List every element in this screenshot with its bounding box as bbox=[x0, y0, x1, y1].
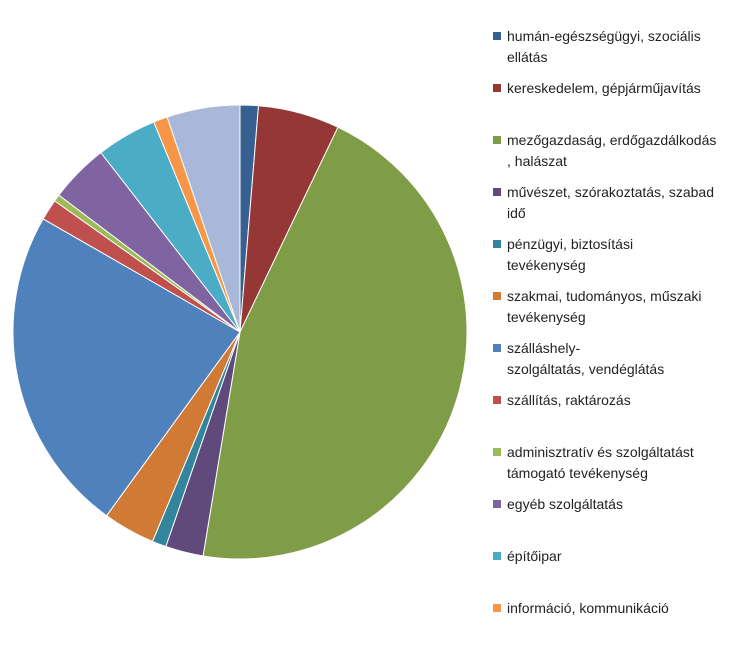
legend-label: pénzügyi, biztosítási tevékenység bbox=[507, 236, 634, 273]
legend-swatch bbox=[493, 292, 501, 300]
legend-item: humán-egészségügyi, szociális ellátás bbox=[493, 26, 743, 68]
legend-swatch bbox=[493, 344, 501, 352]
legend-label: adminisztratív és szolgáltatást támogató… bbox=[507, 444, 694, 481]
legend-swatch bbox=[493, 84, 501, 92]
legend-swatch bbox=[493, 396, 501, 404]
legend-label: művészet, szórakoztatás, szabad idő bbox=[507, 184, 714, 221]
legend-swatch bbox=[493, 500, 501, 508]
legend-swatch bbox=[493, 552, 501, 560]
legend-label: szálláshely- szolgáltatás, vendéglátás bbox=[507, 340, 665, 377]
legend-swatch bbox=[493, 32, 501, 40]
chart-legend: humán-egészségügyi, szociális ellátás ker… bbox=[493, 0, 746, 647]
pie-chart bbox=[12, 104, 468, 560]
legend-label: humán-egészségügyi, szociális ellátás bbox=[507, 28, 701, 65]
legend-item: mezőgazdaság, erdőgazdálkodás , halászat bbox=[493, 130, 743, 172]
legend-item: szakmai, tudományos, műszaki tevékenység bbox=[493, 286, 743, 328]
legend-label: mezőgazdaság, erdőgazdálkodás , halászat bbox=[507, 132, 717, 169]
legend-swatch bbox=[493, 448, 501, 456]
legend-swatch bbox=[493, 604, 501, 612]
legend-item: kereskedelem, gépjárműjavítás bbox=[493, 78, 743, 99]
legend-item: építőipar bbox=[493, 546, 743, 567]
legend-label: információ, kommunikáció bbox=[507, 600, 669, 616]
legend-item: pénzügyi, biztosítási tevékenység bbox=[493, 234, 743, 276]
legend-swatch bbox=[493, 240, 501, 248]
legend-item: információ, kommunikáció bbox=[493, 598, 743, 619]
legend-label: építőipar bbox=[507, 548, 562, 564]
legend-swatch bbox=[493, 188, 501, 196]
legend-label: szakmai, tudományos, műszaki tevékenység bbox=[507, 288, 702, 325]
legend-item: egyéb szolgáltatás bbox=[493, 494, 743, 515]
legend-label: kereskedelem, gépjárműjavítás bbox=[507, 80, 701, 96]
legend-swatch bbox=[493, 136, 501, 144]
pie-slice-6 bbox=[12, 218, 241, 517]
legend-item: művészet, szórakoztatás, szabad idő bbox=[493, 182, 743, 224]
legend-label: szállítás, raktározás bbox=[507, 392, 631, 408]
pie-slice-2 bbox=[202, 126, 468, 560]
legend-item: szálláshely- szolgáltatás, vendéglátás bbox=[493, 338, 743, 380]
legend-label: egyéb szolgáltatás bbox=[507, 496, 623, 512]
legend-item: szállítás, raktározás bbox=[493, 390, 743, 411]
pie-slice-12 bbox=[166, 104, 241, 333]
legend-item: adminisztratív és szolgáltatást támogató… bbox=[493, 442, 743, 484]
